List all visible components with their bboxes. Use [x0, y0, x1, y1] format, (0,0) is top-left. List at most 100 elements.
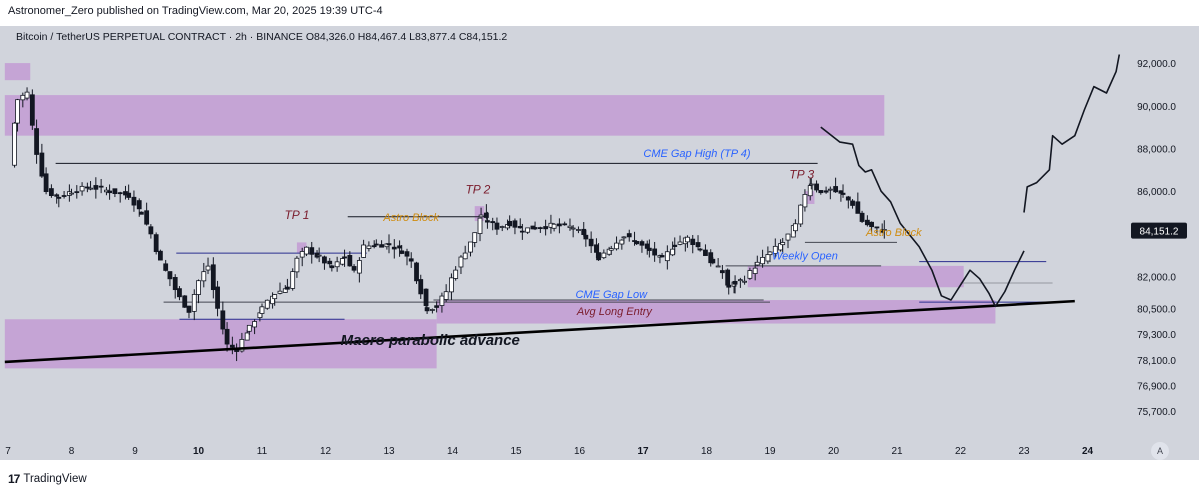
candle-body — [793, 223, 798, 232]
tradingview-logo-icon: 17 — [8, 472, 20, 486]
chart-area[interactable]: TP 1 TP 2 TP 3 Astro Block CME Gap High (TP … — [0, 26, 1199, 460]
candle-body — [855, 201, 861, 214]
candle-body — [163, 263, 169, 271]
candle-body — [715, 265, 721, 268]
candle-body — [439, 295, 445, 306]
candle-body — [443, 291, 449, 300]
candle-body — [56, 196, 62, 199]
candle-body — [652, 248, 658, 256]
candle-body — [478, 214, 484, 218]
candle-body — [34, 128, 39, 155]
candle-body — [252, 321, 257, 328]
price-chart[interactable]: TP 1 TP 2 TP 3 Astro Block CME Gap High (TP … — [0, 26, 1199, 460]
footer: 17 TradingView — [8, 472, 87, 486]
candle-body — [754, 261, 760, 266]
y-tick-label: 75,700.0 — [1137, 407, 1176, 418]
candle-body — [196, 280, 201, 295]
x-tick-label: 24 — [1082, 446, 1094, 457]
candle-body — [39, 152, 45, 177]
candle-body — [583, 234, 589, 240]
candle-body — [277, 290, 283, 294]
candle-body — [157, 250, 163, 261]
candle-body — [576, 229, 581, 231]
candle-body — [191, 294, 197, 312]
candle-body — [69, 192, 74, 195]
candle-body — [512, 220, 518, 228]
candle-body — [732, 280, 738, 285]
candle-body — [347, 255, 353, 267]
ohlc-open: O84,326.0 — [305, 31, 355, 43]
candle-body — [619, 239, 625, 245]
candle-body — [646, 247, 652, 251]
x-tick-label: 16 — [574, 446, 586, 457]
y-tick-label: 79,300.0 — [1137, 330, 1176, 341]
ohlc-close: C84,151.2 — [458, 31, 508, 43]
candle-body — [316, 254, 322, 257]
candle-body — [340, 258, 345, 265]
chart-annotation: Astro Block — [865, 227, 922, 239]
candle-body — [144, 210, 150, 225]
candle-body — [767, 251, 773, 256]
candle-body — [517, 226, 523, 229]
x-tick-label: 10 — [193, 446, 205, 457]
candle-body — [859, 212, 865, 222]
candle-body — [61, 195, 67, 197]
candle-body — [772, 245, 778, 254]
x-tick-label: 7 — [5, 446, 11, 457]
candle-body — [54, 194, 60, 197]
candle-body — [74, 191, 80, 194]
candle-body — [742, 280, 747, 283]
candle-body — [477, 217, 483, 235]
candle-body — [719, 270, 725, 274]
candle-body — [48, 188, 54, 196]
candle-body — [462, 252, 468, 260]
y-tick-label: 82,000.0 — [1137, 273, 1176, 284]
zone-box — [436, 300, 996, 324]
candle-body — [172, 277, 178, 291]
candle-body — [272, 294, 278, 300]
candle-body — [525, 227, 531, 233]
candle-body — [259, 306, 265, 314]
candle-body — [765, 254, 771, 262]
candle-body — [220, 310, 226, 330]
zone-box — [4, 63, 31, 81]
candle-body — [780, 242, 786, 246]
chart-annotation: CME Gap Low — [575, 289, 648, 301]
candle-body — [726, 284, 732, 288]
x-tick-label: 12 — [320, 446, 332, 457]
candle-body — [379, 244, 384, 248]
x-tick-label: 8 — [69, 446, 75, 457]
candle-body — [20, 94, 26, 101]
candle-body — [12, 122, 17, 166]
auto-scale-button[interactable]: A — [1151, 442, 1169, 460]
candle-body — [294, 257, 300, 273]
candle-body — [737, 279, 743, 282]
candle-body — [98, 185, 104, 188]
candle-body — [399, 250, 405, 254]
x-tick-label: 11 — [257, 446, 268, 457]
candle-body — [833, 186, 839, 193]
x-tick-label: 13 — [383, 446, 395, 457]
candle-body — [807, 185, 813, 197]
candle-body — [334, 261, 340, 268]
candle-body — [24, 91, 30, 99]
candle-body — [299, 251, 305, 258]
x-tick-label: 21 — [891, 446, 903, 457]
candle-body — [136, 200, 142, 210]
candle-body — [845, 196, 851, 201]
zone-box — [4, 95, 885, 136]
candle-body — [588, 238, 594, 247]
candle-body — [697, 248, 703, 251]
candle-body — [356, 260, 362, 274]
zone-box — [474, 206, 485, 222]
candle-body — [224, 328, 230, 345]
candle-body — [327, 260, 333, 265]
candle-body — [397, 245, 402, 249]
candle-body — [246, 324, 252, 332]
candle-body — [672, 244, 678, 247]
price-axis — [1130, 26, 1199, 460]
candle-body — [760, 257, 765, 265]
candle-body — [186, 305, 192, 313]
candle-body — [798, 204, 804, 225]
candle-body — [167, 271, 173, 280]
